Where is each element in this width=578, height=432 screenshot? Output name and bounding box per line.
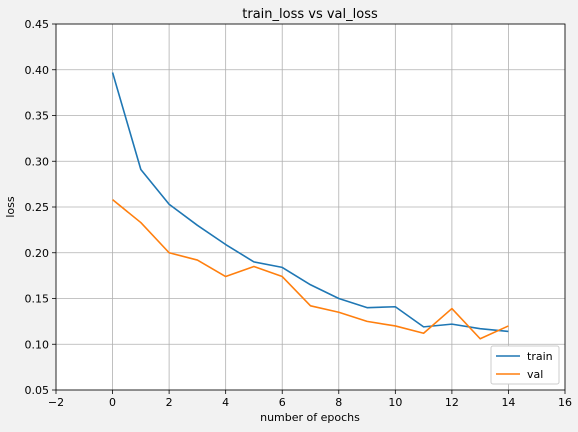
y-axis-label: loss	[4, 196, 17, 218]
chart-title: train_loss vs val_loss	[242, 7, 378, 22]
x-tick-label: 4	[222, 396, 229, 409]
y-tick-label: 0.45	[25, 18, 50, 31]
x-tick-label: 16	[558, 396, 572, 409]
x-axis-label: number of epochs	[260, 411, 360, 424]
series-line-val	[112, 199, 509, 340]
y-tick-label: 0.15	[25, 293, 50, 306]
y-tick-label: 0.40	[25, 64, 50, 77]
y-tick-label: 0.10	[25, 338, 50, 351]
y-tick-label: 0.05	[25, 384, 50, 397]
legend-label-train: train	[527, 350, 553, 363]
x-tick-label: 14	[501, 396, 515, 409]
x-tick-label: 12	[445, 396, 459, 409]
x-tick-label: 2	[166, 396, 173, 409]
x-tick-label: 0	[109, 396, 116, 409]
x-tick-label: 10	[388, 396, 402, 409]
y-axis-ticks: 0.05 0.10 0.15 0.20 0.25 0.30 0.35 0.40 0.45	[25, 18, 56, 397]
x-axis-ticks: −2 0 2 4 6 8 10 12 14 16	[48, 390, 572, 409]
legend-label-val: val	[527, 368, 543, 381]
series-lines	[111, 72, 509, 340]
y-tick-label: 0.20	[25, 247, 50, 260]
series-line-train	[111, 72, 509, 333]
x-tick-label: 8	[335, 396, 342, 409]
x-tick-label: −2	[48, 396, 64, 409]
x-tick-label: 6	[279, 396, 286, 409]
y-tick-label: 0.25	[25, 201, 50, 214]
y-tick-label: 0.30	[25, 155, 50, 168]
y-tick-label: 0.35	[25, 110, 50, 123]
legend: train val	[490, 345, 560, 385]
